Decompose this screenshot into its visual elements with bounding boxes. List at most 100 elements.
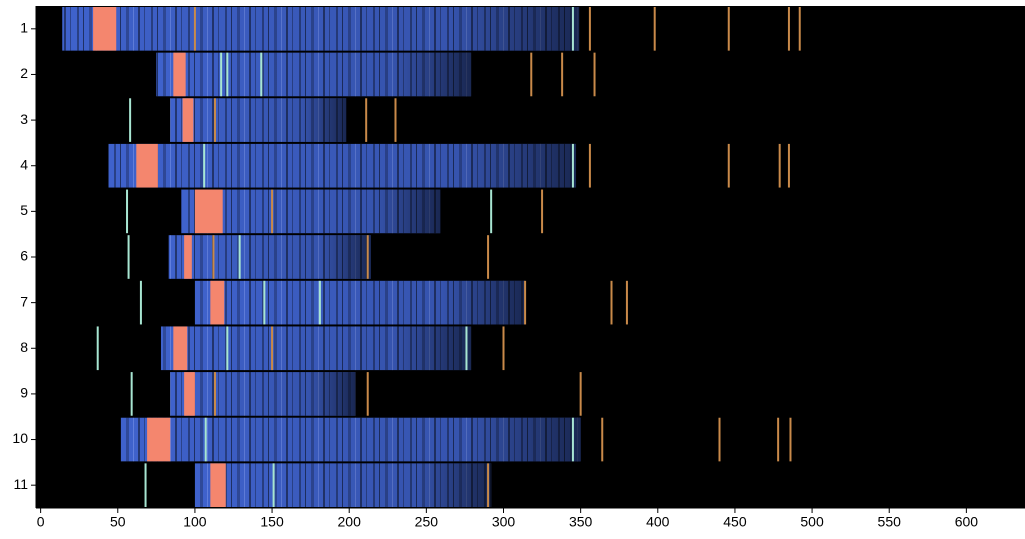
marker-line xyxy=(145,463,147,507)
lane-label: 7 xyxy=(20,293,28,309)
marker-line xyxy=(97,326,99,370)
peak-line xyxy=(799,7,801,51)
marker-line xyxy=(319,281,321,325)
peak-line xyxy=(719,418,721,462)
peak-line xyxy=(589,7,591,51)
signal-fade xyxy=(169,235,371,279)
peak-line xyxy=(212,235,214,279)
marker-line xyxy=(129,98,131,142)
marker-line xyxy=(131,372,133,416)
peak-line xyxy=(728,7,730,51)
hot-band xyxy=(93,7,116,51)
peak-line xyxy=(789,418,791,462)
marker-line xyxy=(239,235,241,279)
marker-line xyxy=(490,190,492,234)
peak-line xyxy=(626,281,628,325)
peak-line xyxy=(580,372,582,416)
marker-line xyxy=(263,281,265,325)
hot-band xyxy=(210,281,224,325)
peak-line xyxy=(541,190,543,234)
peak-line xyxy=(601,418,603,462)
peak-line xyxy=(367,372,369,416)
marker-line xyxy=(465,326,467,370)
peak-line xyxy=(394,98,396,142)
marker-line xyxy=(226,326,228,370)
peak-line xyxy=(502,326,504,370)
peak-line xyxy=(487,235,489,279)
peak-line xyxy=(594,53,596,97)
marker-line xyxy=(572,418,574,462)
signal-fade xyxy=(195,463,491,507)
peak-line xyxy=(271,190,273,234)
lane-label: 1 xyxy=(20,20,28,36)
lane-label: 3 xyxy=(20,111,28,127)
marker-line xyxy=(273,463,275,507)
signal-fade xyxy=(156,53,471,97)
peak-line xyxy=(589,144,591,188)
peak-line xyxy=(524,281,526,325)
hot-band xyxy=(136,144,158,188)
x-tick-label: 150 xyxy=(260,514,284,530)
x-tick-label: 550 xyxy=(878,514,902,530)
hot-band xyxy=(183,98,194,142)
peak-line xyxy=(611,281,613,325)
signal-fade xyxy=(170,372,355,416)
marker-line xyxy=(203,144,205,188)
x-tick-label: 600 xyxy=(955,514,979,530)
signal-fade xyxy=(62,7,579,51)
x-tick-label: 400 xyxy=(646,514,670,530)
page: 1 2 3 4 5 6 7 8 9 10 11 0 50 100 150 200 250 300 350 400 450… xyxy=(0,0,1025,539)
x-tick-label: 100 xyxy=(183,514,207,530)
marker-line xyxy=(128,235,130,279)
lane-label: 8 xyxy=(20,339,28,355)
marker-line xyxy=(260,53,262,97)
x-tick-label: 0 xyxy=(37,514,45,530)
lane-label: 10 xyxy=(12,430,28,446)
x-tick-label: 250 xyxy=(415,514,439,530)
peak-line xyxy=(530,53,532,97)
x-tick-label: 300 xyxy=(492,514,516,530)
marker-line xyxy=(205,418,207,462)
signal-fade xyxy=(109,144,576,188)
peak-line xyxy=(365,98,367,142)
x-tick-label: 350 xyxy=(569,514,593,530)
peak-line xyxy=(728,144,730,188)
chart: 1 2 3 4 5 6 7 8 9 10 11 0 50 100 150 200 250 300 350 400 450… xyxy=(0,0,1025,539)
lane-label: 11 xyxy=(13,476,28,492)
peak-line xyxy=(788,144,790,188)
peak-line xyxy=(788,7,790,51)
hot-band xyxy=(195,190,223,234)
lane-label: 9 xyxy=(20,385,28,401)
peak-line xyxy=(487,463,489,507)
peak-line xyxy=(654,7,656,51)
marker-line xyxy=(140,281,142,325)
marker-line xyxy=(572,144,574,188)
hot-band xyxy=(147,418,170,462)
signal-fade xyxy=(161,326,471,370)
marker-line xyxy=(220,53,222,97)
hot-band xyxy=(184,235,192,279)
lane-label: 6 xyxy=(20,248,28,264)
peak-line xyxy=(779,144,781,188)
peak-line xyxy=(271,326,273,370)
hot-band xyxy=(173,53,185,97)
peak-line xyxy=(214,98,216,142)
peak-line xyxy=(367,235,369,279)
signal-fade xyxy=(170,98,346,142)
x-tick-label: 450 xyxy=(723,514,747,530)
marker-line xyxy=(126,190,128,234)
marker-line xyxy=(572,7,574,51)
signal-fade xyxy=(195,281,525,325)
x-tick-label: 200 xyxy=(338,514,362,530)
peak-line xyxy=(214,372,216,416)
peak-line xyxy=(561,53,563,97)
marker-line xyxy=(226,53,228,97)
peak-line xyxy=(777,418,779,462)
hot-band xyxy=(173,326,187,370)
signal-fade xyxy=(121,418,581,462)
lane-label: 4 xyxy=(20,156,28,172)
x-tick-label: 50 xyxy=(110,514,126,530)
lane-label: 5 xyxy=(20,202,28,218)
hot-band xyxy=(184,372,195,416)
lane-label: 2 xyxy=(20,65,28,81)
